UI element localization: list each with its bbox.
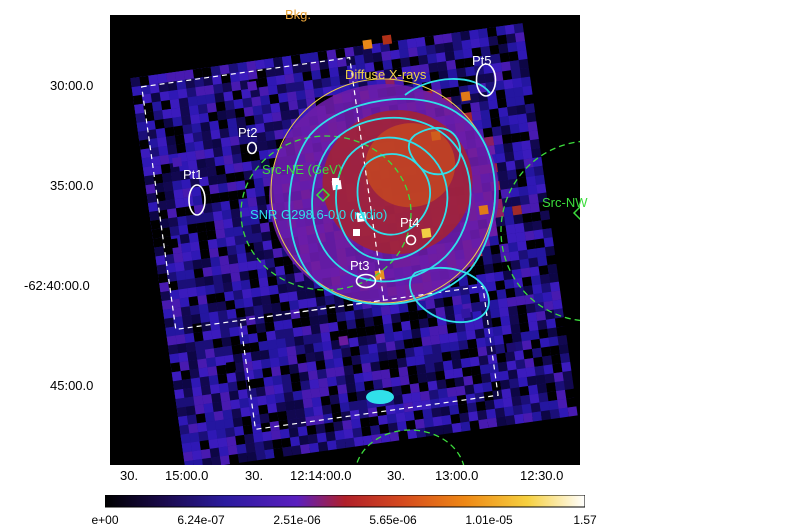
pt4-ellipse — [407, 236, 416, 245]
pt5-ellipse — [477, 64, 496, 96]
pixel-field — [129, 16, 577, 465]
heatmap-svg — [110, 15, 580, 465]
xray-heatmap-figure: Bkg. Diffuse X-rays Src-NE (GeV) SNR G29… — [110, 15, 580, 465]
diffuse-label: Diffuse X-rays — [345, 67, 426, 82]
cb-tick-3: 5.65e-06 — [369, 513, 416, 527]
src-ne-diamond — [317, 189, 329, 201]
src-nw-ellipse — [501, 141, 580, 321]
x-tick-1: 15:00.0 — [165, 468, 208, 483]
bkg-label: Bkg. — [285, 7, 311, 22]
pt1-ellipse — [189, 185, 205, 215]
pt4-label: Pt4 — [400, 215, 420, 230]
x-tick-2: 30. — [245, 468, 263, 483]
cb-tick-5: 1.57 — [573, 513, 596, 527]
colorbar: e+00 6.24e-07 2.51e-06 5.65e-06 1.01e-05… — [105, 495, 725, 525]
y-tick-1: 35:00.0 — [50, 178, 93, 193]
y-tick-2: -62:40:00.0 — [24, 278, 90, 293]
x-tick-3: 12:14:00.0 — [290, 468, 351, 483]
cb-tick-2: 2.51e-06 — [273, 513, 320, 527]
pt5-label: Pt5 — [472, 53, 492, 68]
x-tick-5: 13:00.0 — [435, 468, 478, 483]
src-nw-label: Src-NW — [542, 195, 588, 210]
pt2-label: Pt2 — [238, 125, 258, 140]
x-tick-6: 12:30.0 — [520, 468, 563, 483]
pt3-ellipse — [357, 275, 376, 288]
bkg-box-lower — [240, 286, 498, 429]
src-south-ellipse — [355, 430, 465, 465]
cb-tick-1: 6.24e-07 — [177, 513, 224, 527]
point-source-ellipses — [189, 64, 496, 288]
pt2-ellipse — [248, 143, 257, 154]
diffuse-xray-circle — [271, 79, 495, 303]
radio-contours — [289, 79, 495, 404]
src-ne-label: Src-NE (GeV) — [262, 162, 342, 177]
y-tick-0: 30:00.0 — [50, 78, 93, 93]
x-tick-0: 30. — [120, 468, 138, 483]
bkg-box-upper — [142, 58, 384, 330]
pt1-label: Pt1 — [183, 167, 203, 182]
cb-tick-0: e+00 — [91, 513, 118, 527]
y-tick-3: 45:00.0 — [50, 378, 93, 393]
snr-label: SNR G298.6-0.0 (radio) — [250, 207, 387, 222]
x-tick-4: 30. — [387, 468, 405, 483]
cb-tick-4: 1.01e-05 — [465, 513, 512, 527]
pt3-label: Pt3 — [350, 258, 370, 273]
